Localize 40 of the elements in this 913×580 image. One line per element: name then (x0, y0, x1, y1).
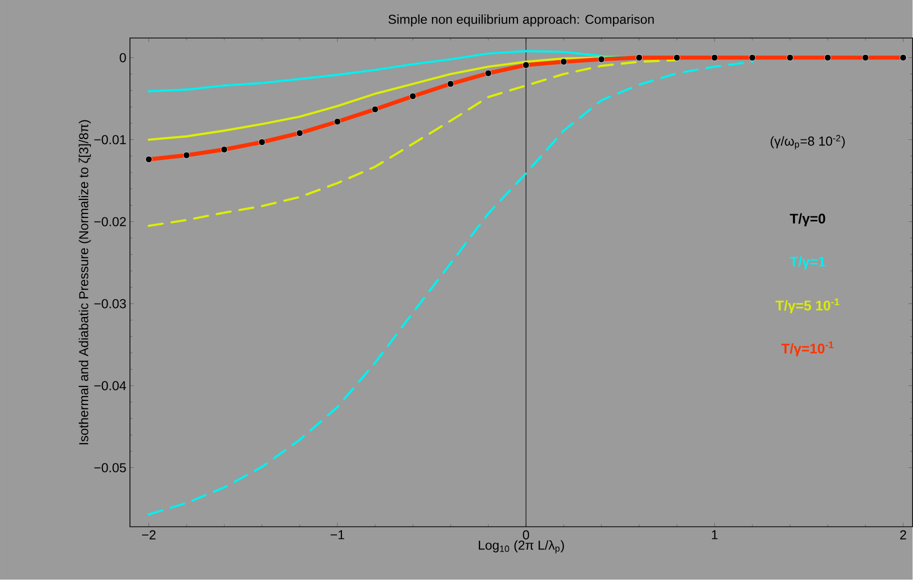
x-tick-label: 1 (712, 530, 718, 540)
chart-title: Simple non equilibrium approach: Comparison (388, 14, 654, 27)
point (636, 54, 643, 62)
point (183, 152, 190, 159)
point (786, 54, 794, 62)
x-tick-label: −1 (330, 530, 344, 540)
x-tick-label: 0 (522, 530, 530, 540)
point (673, 54, 680, 62)
text: T/γ=10$^{-1}$ (781, 342, 834, 356)
text: T/γ=5 10$^{-1}$ (776, 298, 840, 314)
y-tick-label: 0 (120, 53, 126, 62)
point (220, 146, 228, 154)
x-tick-label: −2 (142, 530, 156, 540)
annotation: (γ/ω$_{p}$=8 10$^{-2}$) (770, 135, 845, 150)
point (334, 118, 341, 126)
point (711, 54, 718, 62)
point (862, 54, 869, 62)
point (900, 54, 907, 62)
y-tick-label: −0.03 (94, 299, 126, 308)
y-tick-label: −0.05 (94, 463, 126, 472)
text: T/γ=1 (790, 256, 826, 270)
y-tick-label: −0.04 (94, 381, 126, 390)
x-axis-title: Log$_{10}$ (2π L/λ$_{p}$) (478, 540, 564, 554)
point (824, 54, 832, 62)
point (748, 54, 756, 62)
point (447, 80, 454, 88)
point (372, 106, 379, 113)
y-axis-title: Isothermal and Adiabatic Pressure (Normalize to ζ[3]/8π) (78, 120, 91, 444)
y-tick-label: −0.02 (94, 217, 126, 226)
text: T/γ=0 (790, 213, 826, 226)
point (560, 58, 568, 66)
point (598, 56, 605, 63)
point (258, 138, 266, 146)
point (522, 62, 530, 69)
point (409, 92, 416, 100)
y-tick-label: −0.01 (94, 135, 126, 144)
x-tick-label: 2 (900, 530, 906, 540)
point (296, 130, 304, 137)
point (145, 156, 152, 163)
point (484, 70, 492, 77)
